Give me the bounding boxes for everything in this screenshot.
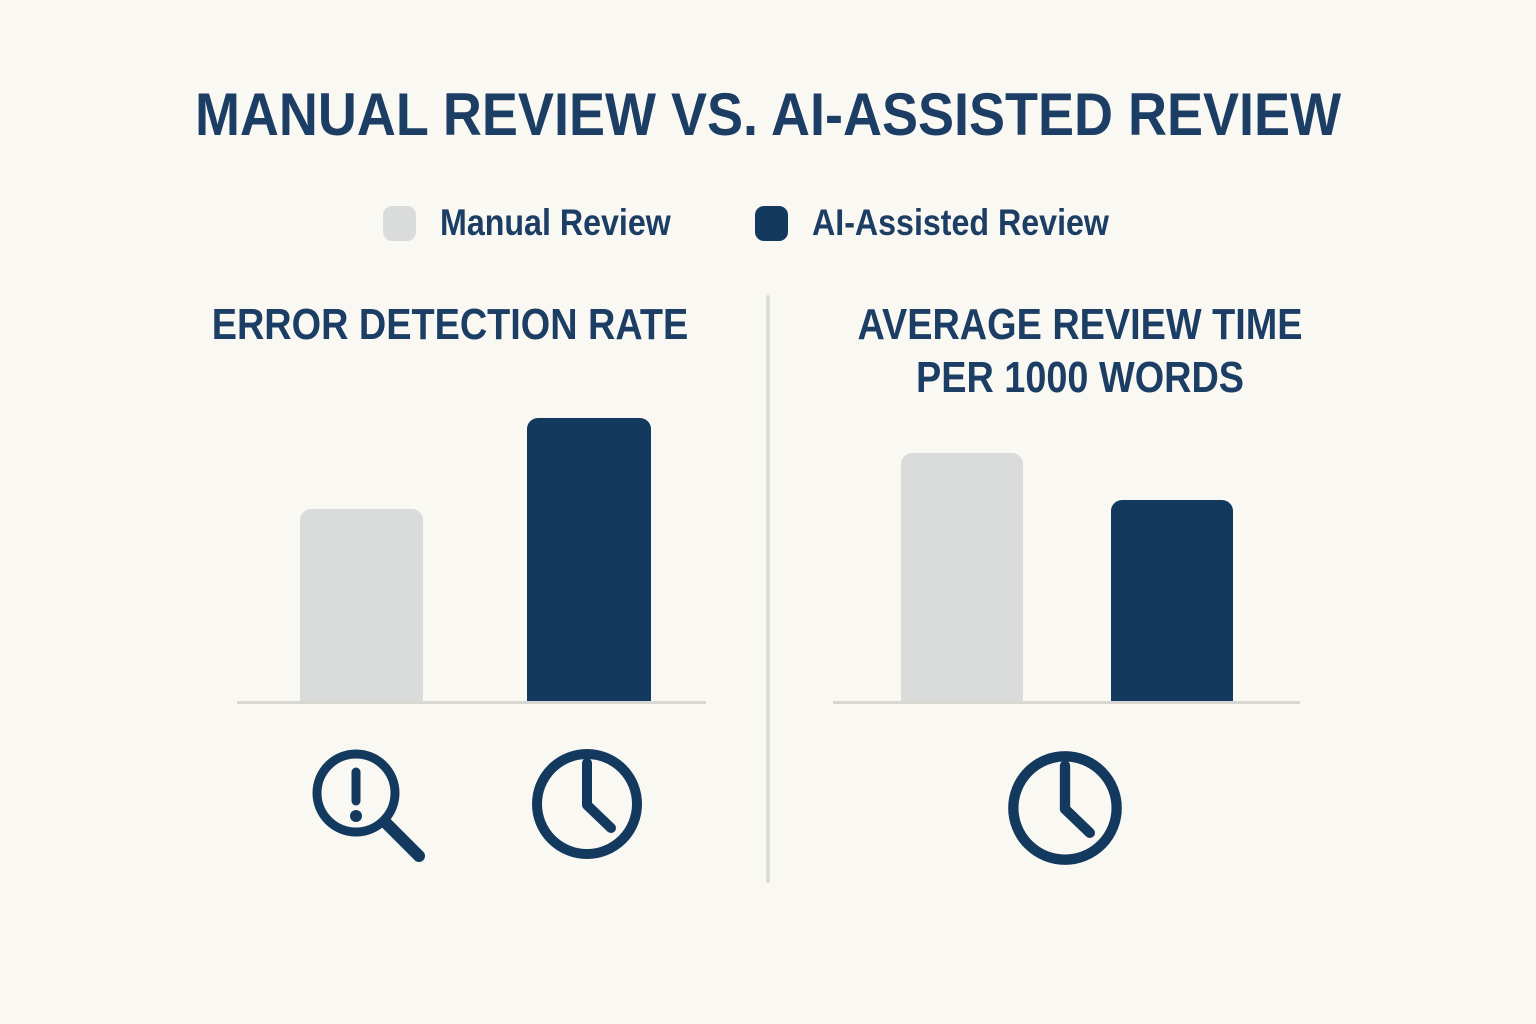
- right-chart-baseline: [833, 701, 1300, 704]
- legend-item-manual-review: Manual Review: [382, 202, 705, 244]
- bar-review-time-ai-assisted-review: [1111, 500, 1233, 703]
- right-chart-title: AVERAGE REVIEW TIME PER 1000 WORDS: [852, 298, 1308, 404]
- legend-item-ai-assisted-review: AI-Assisted Review: [754, 202, 1153, 244]
- section-divider: [766, 295, 770, 883]
- magnifier-alert-icon: [312, 749, 425, 862]
- bar-error-detection-ai-assisted-review: [527, 418, 651, 703]
- legend-label-ai-assisted-review: AI-Assisted Review: [811, 202, 1109, 243]
- bar-error-detection-manual-review: [300, 509, 423, 703]
- right-chart-title-line-1: AVERAGE REVIEW TIME: [857, 300, 1303, 349]
- page-title: MANUAL REVIEW VS. AI-ASSISTED REVIEW: [194, 81, 1342, 148]
- left-chart-baseline: [237, 701, 706, 704]
- clock-icon: [1008, 751, 1122, 865]
- legend-label-manual-review: Manual Review: [439, 202, 671, 243]
- right-chart-title-line-2: PER 1000 WORDS: [915, 353, 1245, 402]
- ai-assisted-review-swatch-icon: [754, 205, 788, 241]
- manual-review-swatch-icon: [382, 205, 416, 241]
- left-chart-title-line: ERROR DETECTION RATE: [211, 300, 689, 349]
- clock-icon: [532, 749, 642, 859]
- chart-legend: Manual Review AI-Assisted Review: [0, 202, 1536, 244]
- left-chart-title: ERROR DETECTION RATE: [209, 298, 691, 351]
- bar-review-time-manual-review: [901, 453, 1023, 703]
